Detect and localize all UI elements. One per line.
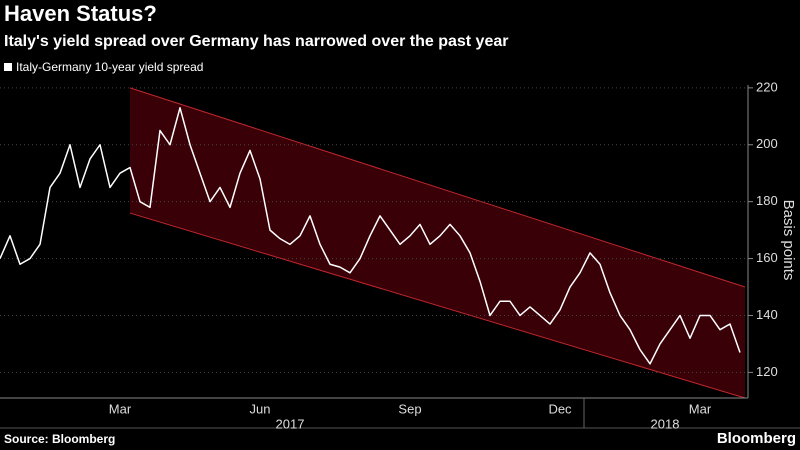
y-tick-label: 180 — [756, 193, 778, 208]
line-series — [0, 107, 741, 365]
y-tick-label: 140 — [756, 307, 778, 322]
x-tick-label: Mar — [689, 401, 712, 416]
x-tick-label: Mar — [109, 401, 132, 416]
channel-lower — [129, 212, 746, 399]
y-tick-label: 160 — [756, 250, 778, 265]
y-tick-label: 220 — [756, 79, 778, 94]
y-tick-label: 200 — [756, 136, 778, 151]
source: Source: Bloomberg — [4, 432, 115, 446]
channel-upper — [129, 87, 746, 288]
brand: Bloomberg — [717, 430, 796, 447]
chart-subtitle: Italy's yield spread over Germany has na… — [4, 33, 508, 50]
y-tick-label: 120 — [756, 364, 778, 379]
x-tick-label: Jun — [250, 401, 271, 416]
x-tick-label: Dec — [548, 401, 572, 416]
year-label: 2018 — [651, 416, 680, 431]
legend-swatch — [4, 63, 12, 71]
legend-label: Italy-Germany 10-year yield spread — [16, 60, 203, 74]
x-tick-label: Sep — [398, 401, 421, 416]
year-label: 2017 — [276, 416, 305, 431]
y-axis-label: Basis points — [780, 200, 797, 281]
chart-title: Haven Status? — [4, 1, 157, 26]
trend-channel — [130, 87, 745, 398]
